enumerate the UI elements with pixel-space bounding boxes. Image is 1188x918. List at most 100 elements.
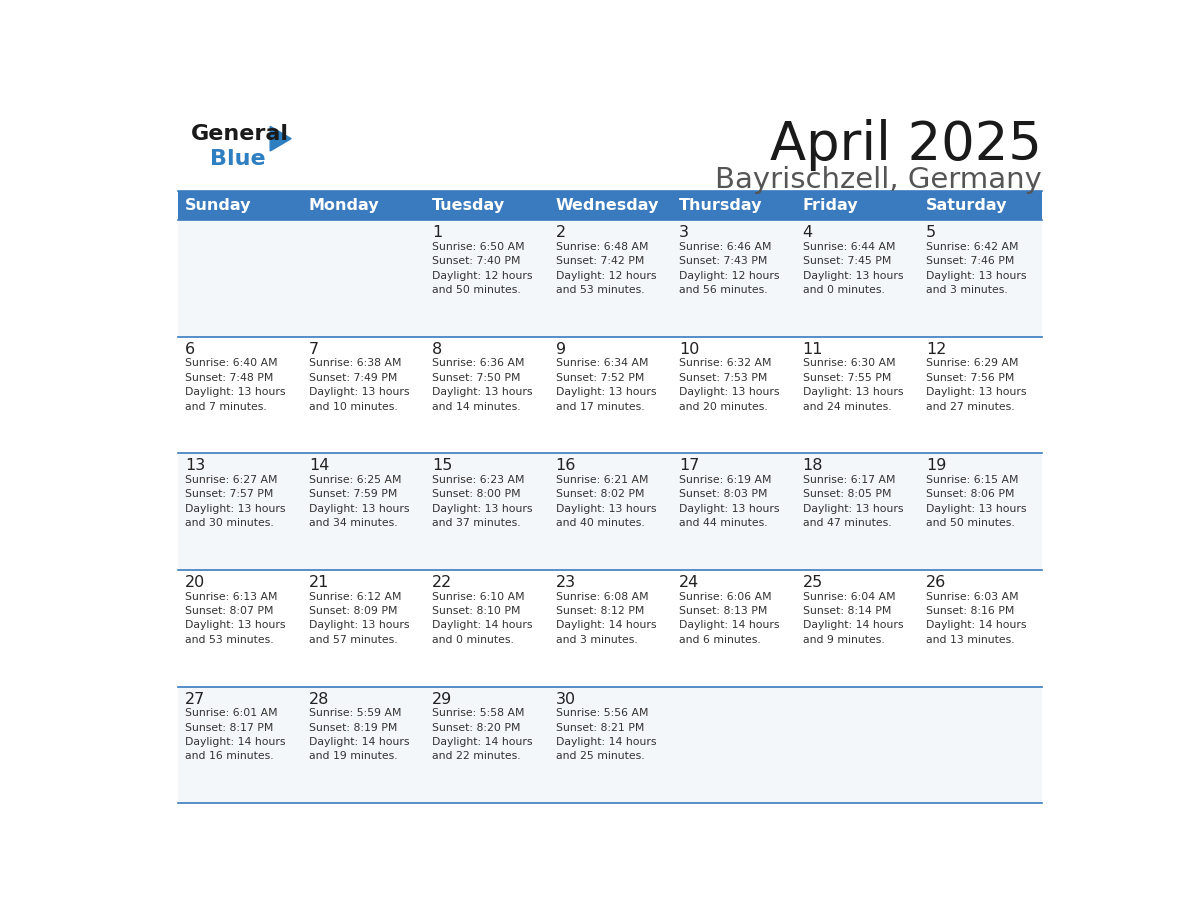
Text: Sunrise: 6:03 AM
Sunset: 8:16 PM
Daylight: 14 hours
and 13 minutes.: Sunrise: 6:03 AM Sunset: 8:16 PM Dayligh… [925,591,1026,644]
Bar [178,570,302,687]
Text: 17: 17 [680,458,700,474]
Text: Sunrise: 5:58 AM
Sunset: 8:20 PM
Daylight: 14 hours
and 22 minutes.: Sunrise: 5:58 AM Sunset: 8:20 PM Dayligh… [432,708,532,761]
Bar [549,337,671,453]
Bar [795,191,918,220]
Bar [302,220,425,337]
Text: Sunrise: 6:08 AM
Sunset: 8:12 PM
Daylight: 14 hours
and 3 minutes.: Sunrise: 6:08 AM Sunset: 8:12 PM Dayligh… [556,591,656,644]
Text: 28: 28 [309,691,329,707]
Bar [302,687,425,803]
Bar [425,570,549,687]
Text: Sunrise: 6:46 AM
Sunset: 7:43 PM
Daylight: 12 hours
and 56 minutes.: Sunrise: 6:46 AM Sunset: 7:43 PM Dayligh… [680,241,779,295]
Text: Sunrise: 6:01 AM
Sunset: 8:17 PM
Daylight: 14 hours
and 16 minutes.: Sunrise: 6:01 AM Sunset: 8:17 PM Dayligh… [185,708,286,761]
Bar [178,453,302,570]
Text: 11: 11 [803,341,823,357]
Bar [671,191,795,220]
Bar [425,191,549,220]
Text: General: General [191,124,289,144]
Text: Sunrise: 6:42 AM
Sunset: 7:46 PM
Daylight: 13 hours
and 3 minutes.: Sunrise: 6:42 AM Sunset: 7:46 PM Dayligh… [925,241,1026,295]
Text: Sunrise: 6:29 AM
Sunset: 7:56 PM
Daylight: 13 hours
and 27 minutes.: Sunrise: 6:29 AM Sunset: 7:56 PM Dayligh… [925,358,1026,411]
Text: Wednesday: Wednesday [556,198,659,213]
Bar [671,570,795,687]
Text: 7: 7 [309,341,318,357]
Text: 13: 13 [185,458,206,474]
Text: Tuesday: Tuesday [432,198,505,213]
Text: Sunrise: 5:59 AM
Sunset: 8:19 PM
Daylight: 14 hours
and 19 minutes.: Sunrise: 5:59 AM Sunset: 8:19 PM Dayligh… [309,708,410,761]
Text: 14: 14 [309,458,329,474]
Bar [425,337,549,453]
Text: Saturday: Saturday [925,198,1007,213]
Text: 29: 29 [432,691,453,707]
Text: 6: 6 [185,341,196,357]
Bar [549,570,671,687]
Text: 5: 5 [925,225,936,241]
Text: Sunrise: 6:36 AM
Sunset: 7:50 PM
Daylight: 13 hours
and 14 minutes.: Sunrise: 6:36 AM Sunset: 7:50 PM Dayligh… [432,358,532,411]
Text: Sunrise: 6:06 AM
Sunset: 8:13 PM
Daylight: 14 hours
and 6 minutes.: Sunrise: 6:06 AM Sunset: 8:13 PM Dayligh… [680,591,779,644]
Bar [918,220,1042,337]
Bar [178,687,302,803]
Bar [918,191,1042,220]
Text: 21: 21 [309,575,329,590]
Text: 24: 24 [680,575,700,590]
Bar [795,570,918,687]
Bar [425,453,549,570]
Bar [549,191,671,220]
Text: Sunday: Sunday [185,198,252,213]
Text: 10: 10 [680,341,700,357]
Text: Sunrise: 6:19 AM
Sunset: 8:03 PM
Daylight: 13 hours
and 44 minutes.: Sunrise: 6:19 AM Sunset: 8:03 PM Dayligh… [680,475,779,528]
Text: Sunrise: 6:30 AM
Sunset: 7:55 PM
Daylight: 13 hours
and 24 minutes.: Sunrise: 6:30 AM Sunset: 7:55 PM Dayligh… [803,358,903,411]
Bar [302,337,425,453]
Text: Sunrise: 6:50 AM
Sunset: 7:40 PM
Daylight: 12 hours
and 50 minutes.: Sunrise: 6:50 AM Sunset: 7:40 PM Dayligh… [432,241,532,295]
Text: 18: 18 [803,458,823,474]
Text: 25: 25 [803,575,823,590]
Bar [795,453,918,570]
Bar [795,220,918,337]
Bar [549,220,671,337]
Text: Sunrise: 6:34 AM
Sunset: 7:52 PM
Daylight: 13 hours
and 17 minutes.: Sunrise: 6:34 AM Sunset: 7:52 PM Dayligh… [556,358,656,411]
Text: Sunrise: 6:40 AM
Sunset: 7:48 PM
Daylight: 13 hours
and 7 minutes.: Sunrise: 6:40 AM Sunset: 7:48 PM Dayligh… [185,358,286,411]
Text: Blue: Blue [210,149,266,169]
Text: Sunrise: 6:23 AM
Sunset: 8:00 PM
Daylight: 13 hours
and 37 minutes.: Sunrise: 6:23 AM Sunset: 8:00 PM Dayligh… [432,475,532,528]
Text: Sunrise: 6:38 AM
Sunset: 7:49 PM
Daylight: 13 hours
and 10 minutes.: Sunrise: 6:38 AM Sunset: 7:49 PM Dayligh… [309,358,410,411]
Text: 15: 15 [432,458,453,474]
Text: Sunrise: 6:48 AM
Sunset: 7:42 PM
Daylight: 12 hours
and 53 minutes.: Sunrise: 6:48 AM Sunset: 7:42 PM Dayligh… [556,241,656,295]
Text: 8: 8 [432,341,442,357]
Bar [302,570,425,687]
Text: 27: 27 [185,691,206,707]
Text: 12: 12 [925,341,947,357]
Text: 16: 16 [556,458,576,474]
Text: Sunrise: 6:32 AM
Sunset: 7:53 PM
Daylight: 13 hours
and 20 minutes.: Sunrise: 6:32 AM Sunset: 7:53 PM Dayligh… [680,358,779,411]
Bar [918,570,1042,687]
Bar [671,453,795,570]
Text: Monday: Monday [309,198,379,213]
Text: Sunrise: 6:44 AM
Sunset: 7:45 PM
Daylight: 13 hours
and 0 minutes.: Sunrise: 6:44 AM Sunset: 7:45 PM Dayligh… [803,241,903,295]
Bar [425,687,549,803]
Text: 20: 20 [185,575,206,590]
Text: Thursday: Thursday [680,198,763,213]
Text: 23: 23 [556,575,576,590]
Text: 26: 26 [925,575,947,590]
Text: Sunrise: 6:27 AM
Sunset: 7:57 PM
Daylight: 13 hours
and 30 minutes.: Sunrise: 6:27 AM Sunset: 7:57 PM Dayligh… [185,475,286,528]
Bar [549,453,671,570]
Bar [178,337,302,453]
Text: 4: 4 [803,225,813,241]
Text: Sunrise: 6:17 AM
Sunset: 8:05 PM
Daylight: 13 hours
and 47 minutes.: Sunrise: 6:17 AM Sunset: 8:05 PM Dayligh… [803,475,903,528]
Text: Sunrise: 6:25 AM
Sunset: 7:59 PM
Daylight: 13 hours
and 34 minutes.: Sunrise: 6:25 AM Sunset: 7:59 PM Dayligh… [309,475,410,528]
Text: 1: 1 [432,225,442,241]
Text: Sunrise: 6:10 AM
Sunset: 8:10 PM
Daylight: 14 hours
and 0 minutes.: Sunrise: 6:10 AM Sunset: 8:10 PM Dayligh… [432,591,532,644]
Bar [302,191,425,220]
Bar [918,337,1042,453]
Bar [918,453,1042,570]
Bar [918,687,1042,803]
Text: Friday: Friday [803,198,858,213]
Text: 9: 9 [556,341,565,357]
Text: Sunrise: 6:12 AM
Sunset: 8:09 PM
Daylight: 13 hours
and 57 minutes.: Sunrise: 6:12 AM Sunset: 8:09 PM Dayligh… [309,591,410,644]
Bar [671,220,795,337]
Bar [178,220,302,337]
Text: Sunrise: 6:04 AM
Sunset: 8:14 PM
Daylight: 14 hours
and 9 minutes.: Sunrise: 6:04 AM Sunset: 8:14 PM Dayligh… [803,591,903,644]
Text: 2: 2 [556,225,565,241]
Text: 3: 3 [680,225,689,241]
Bar [671,687,795,803]
Bar [178,191,302,220]
Text: Sunrise: 6:15 AM
Sunset: 8:06 PM
Daylight: 13 hours
and 50 minutes.: Sunrise: 6:15 AM Sunset: 8:06 PM Dayligh… [925,475,1026,528]
Bar [795,687,918,803]
